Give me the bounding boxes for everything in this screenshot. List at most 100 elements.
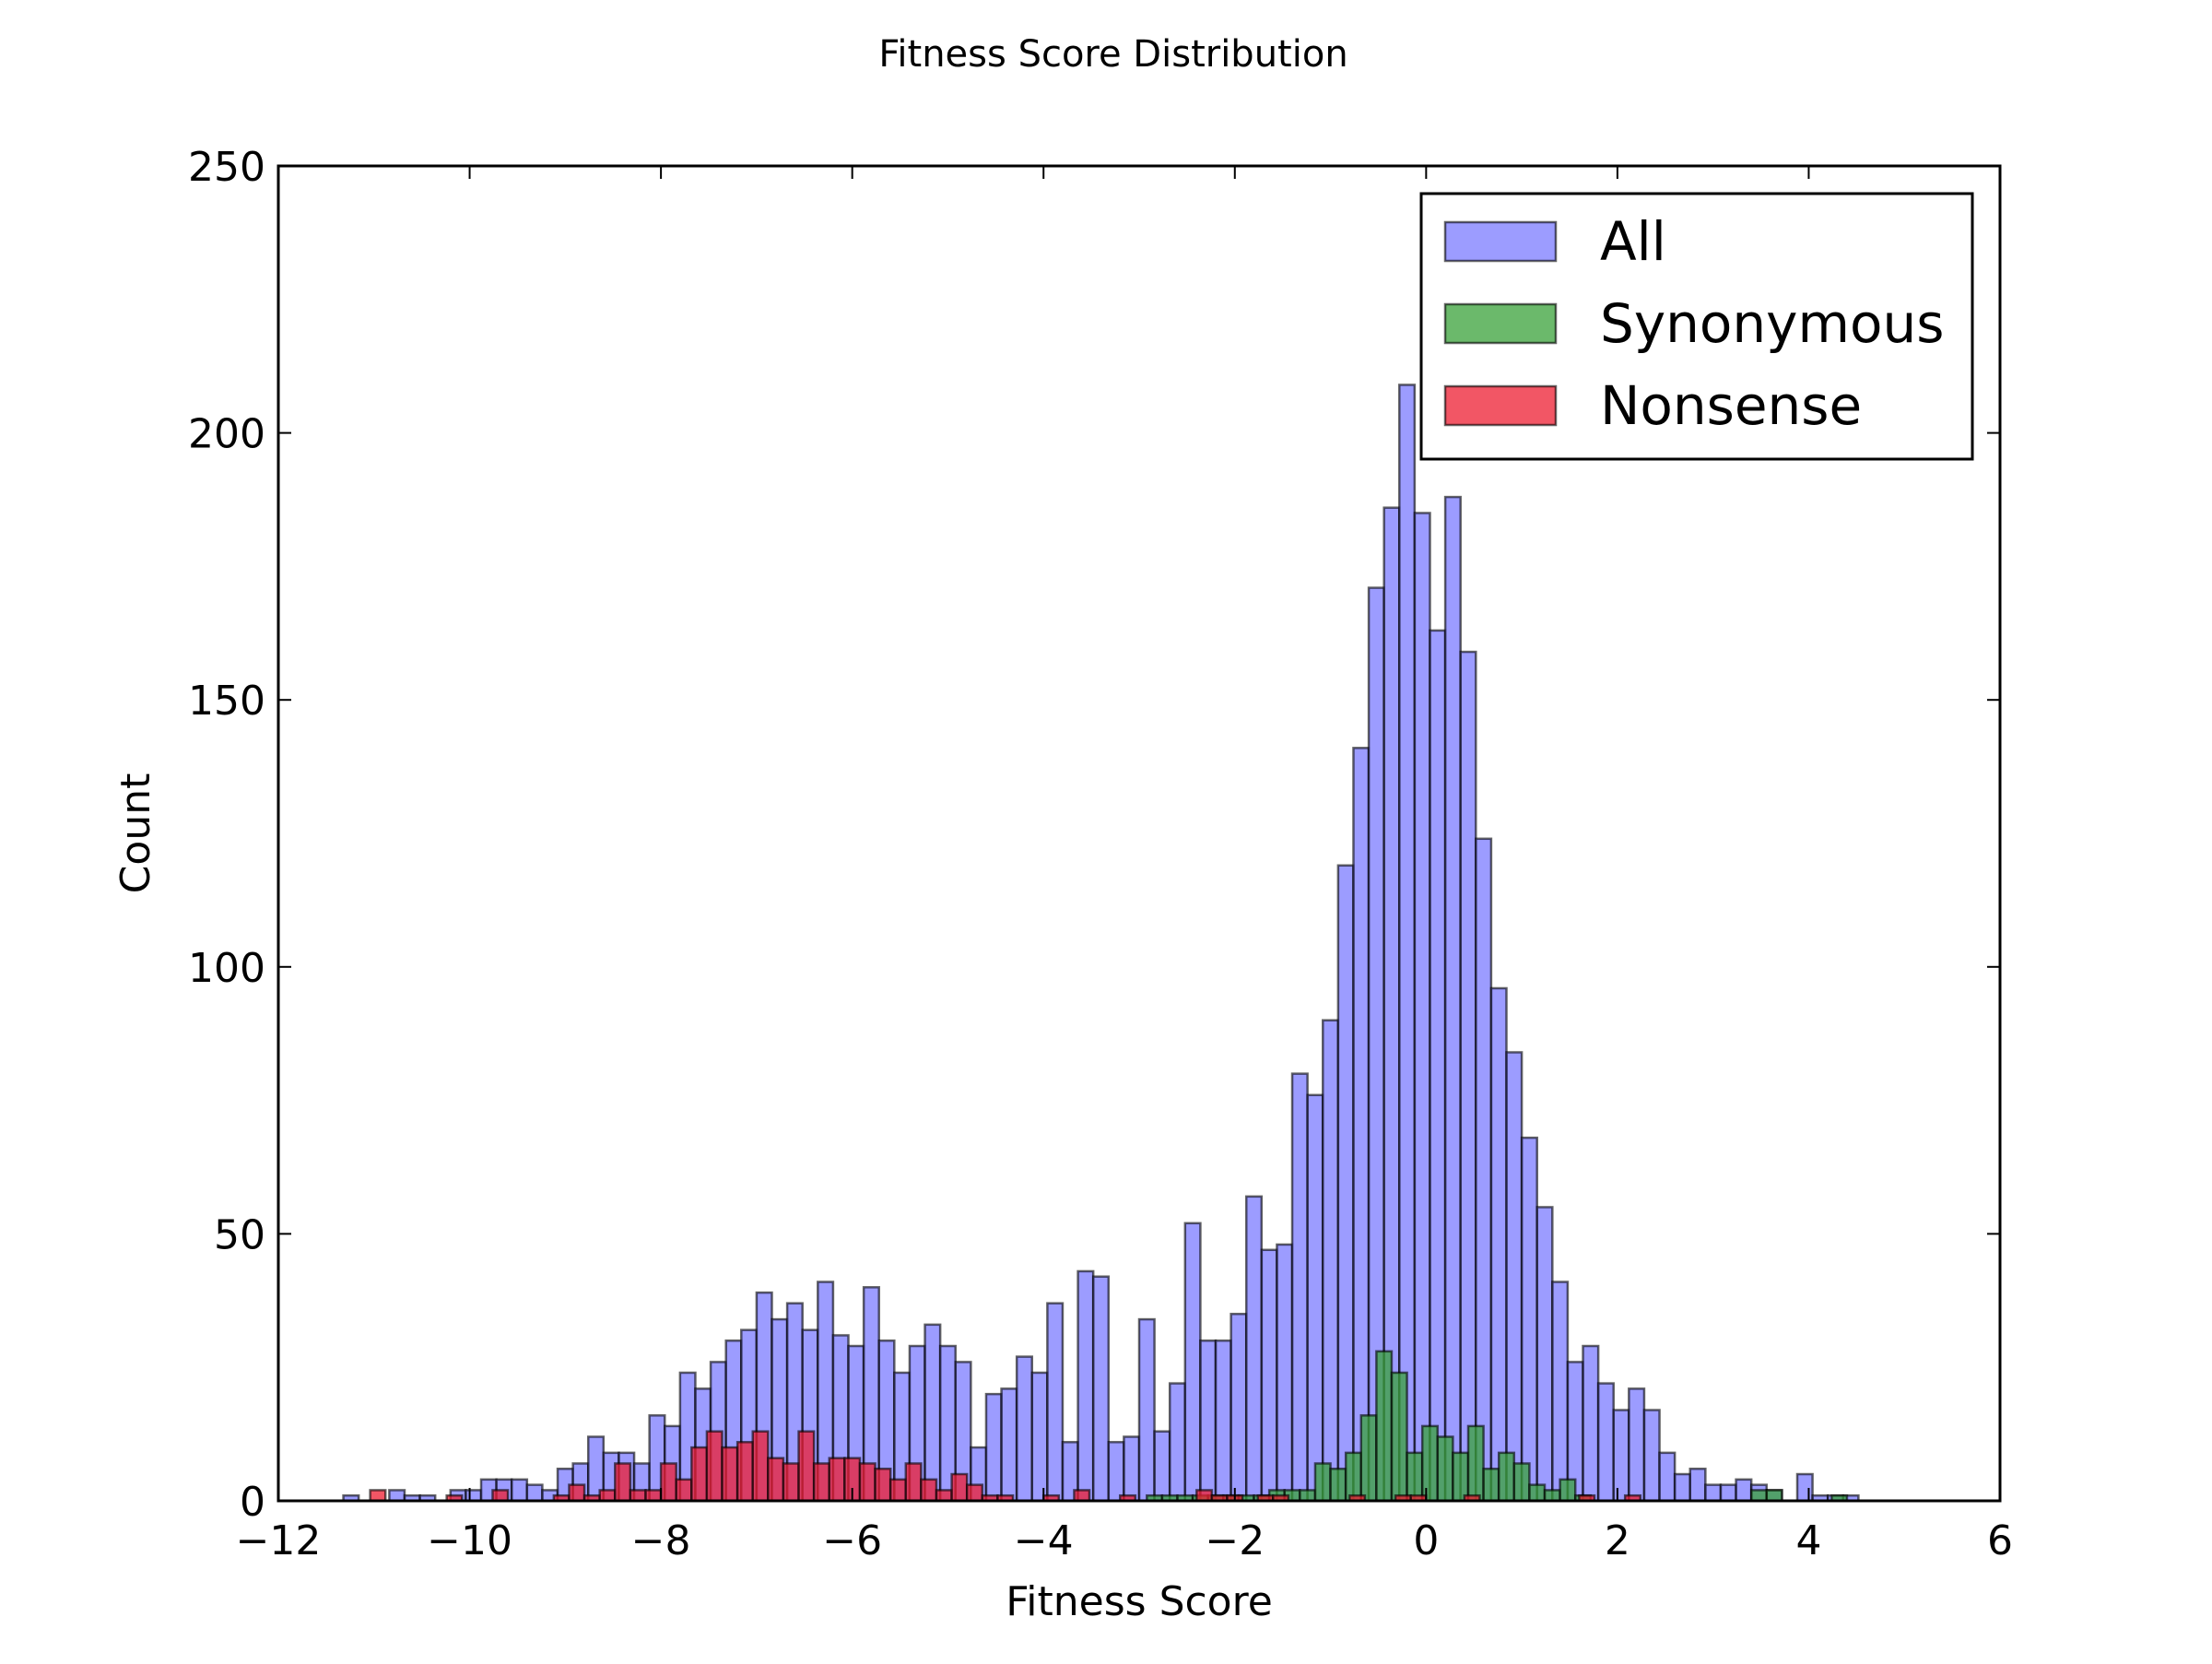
bar-all-84	[1673, 1472, 1692, 1503]
bar-nonsense-8	[629, 1489, 647, 1503]
legend-swatch-all	[1443, 220, 1558, 263]
x-tick-label-4: −4	[1014, 1517, 1074, 1564]
bar-all-61	[1322, 1019, 1340, 1503]
bar-nonsense-9	[644, 1489, 663, 1503]
bar-all-55	[1230, 1313, 1248, 1503]
bar-all-63	[1352, 747, 1371, 1503]
y-tick-label-2: 100	[188, 945, 265, 992]
bar-all-51	[1168, 1382, 1187, 1503]
bar-all-54	[1214, 1339, 1232, 1503]
bar-synonymous-17	[1406, 1451, 1424, 1503]
bar-all-1	[388, 1489, 406, 1503]
bar-all-40	[1000, 1387, 1018, 1503]
x-axis-label: Fitness Score	[1006, 1578, 1273, 1625]
bar-nonsense-16	[751, 1430, 770, 1503]
y-tick-label-1: 50	[214, 1211, 265, 1258]
bar-all-35	[924, 1323, 942, 1503]
x-tick-label-6: 0	[1413, 1517, 1439, 1564]
bar-all-39	[984, 1392, 1003, 1503]
bar-all-8	[510, 1478, 529, 1503]
bar-nonsense-20	[812, 1462, 831, 1503]
bar-all-85	[1688, 1468, 1707, 1503]
bar-all-69	[1443, 495, 1462, 1503]
bar-synonymous-14	[1359, 1414, 1378, 1503]
bar-nonsense-36	[1195, 1489, 1214, 1503]
bar-nonsense-29	[950, 1472, 969, 1503]
bar-all-58	[1276, 1243, 1294, 1503]
bar-all-81	[1628, 1387, 1646, 1503]
bar-all-74	[1520, 1136, 1538, 1503]
legend-label-nonsense: Nonsense	[1600, 374, 1862, 437]
bar-nonsense-30	[965, 1483, 984, 1503]
bar-nonsense-7	[614, 1462, 632, 1503]
bar-synonymous-19	[1436, 1435, 1454, 1503]
bar-all-5	[465, 1489, 483, 1503]
bar-all-80	[1612, 1409, 1630, 1503]
bar-nonsense-12	[690, 1446, 709, 1503]
bar-nonsense-24	[874, 1468, 892, 1503]
bar-synonymous-29	[1749, 1489, 1769, 1503]
bar-nonsense-2	[491, 1489, 510, 1503]
bar-nonsense-10	[659, 1462, 677, 1503]
bar-all-53	[1199, 1339, 1218, 1503]
x-tick-label-8: 4	[1795, 1517, 1821, 1564]
bar-nonsense-26	[904, 1462, 923, 1503]
bar-all-70	[1459, 650, 1477, 1503]
plot-frame	[276, 164, 2002, 1503]
bar-all-83	[1658, 1451, 1677, 1503]
x-tick-label-5: −2	[1205, 1517, 1265, 1564]
bar-all-47	[1107, 1441, 1125, 1503]
bar-all-48	[1123, 1435, 1141, 1503]
bar-nonsense-11	[675, 1478, 693, 1503]
legend-swatch-nonsense	[1443, 384, 1558, 427]
bar-nonsense-18	[782, 1462, 800, 1503]
bar-all-87	[1719, 1483, 1737, 1503]
bar-nonsense-28	[935, 1489, 953, 1503]
bar-all-75	[1535, 1206, 1554, 1503]
bar-all-79	[1596, 1382, 1615, 1503]
bar-nonsense-0	[369, 1489, 387, 1503]
bar-nonsense-19	[797, 1430, 816, 1503]
bar-nonsense-13	[705, 1430, 724, 1503]
bar-all-56	[1244, 1195, 1264, 1503]
bar-nonsense-25	[888, 1478, 908, 1503]
y-tick-label-4: 200	[188, 411, 265, 458]
legend: All Synonymous Nonsense	[1419, 192, 1974, 461]
bar-all-43	[1046, 1302, 1065, 1503]
bar-synonymous-15	[1375, 1350, 1394, 1503]
bar-all-59	[1290, 1072, 1309, 1503]
bar-all-66	[1398, 384, 1417, 1503]
y-axis-label: Count	[112, 773, 159, 894]
y-tick-label-3: 150	[188, 678, 265, 725]
bar-synonymous-26	[1543, 1489, 1561, 1503]
legend-label-synonymous: Synonymous	[1600, 292, 1944, 355]
bar-synonymous-30	[1765, 1489, 1783, 1503]
bar-synonymous-25	[1528, 1483, 1547, 1503]
bar-synonymous-10	[1299, 1489, 1317, 1503]
bar-synonymous-12	[1329, 1468, 1347, 1503]
bar-all-9	[525, 1483, 544, 1503]
bar-all-86	[1704, 1483, 1723, 1503]
bar-all-76	[1551, 1280, 1570, 1503]
bar-nonsense-34	[1073, 1489, 1091, 1503]
x-tick-label-3: −6	[822, 1517, 882, 1564]
tick-labels-layer: −12 −10 −8 −6 −4 −2 0 2 4 6 0 50 100 150 200 250	[188, 144, 2013, 1564]
bar-nonsense-15	[735, 1441, 754, 1503]
bar-synonymous-13	[1344, 1451, 1363, 1503]
bar-all-52	[1183, 1221, 1202, 1503]
x-tick-label-7: 2	[1605, 1517, 1630, 1564]
x-tick-label-0: −12	[236, 1517, 322, 1564]
bar-all-82	[1642, 1409, 1661, 1503]
bar-synonymous-21	[1466, 1424, 1485, 1503]
y-tick-label-5: 250	[188, 144, 265, 191]
bar-synonymous-22	[1482, 1468, 1500, 1503]
bar-all-57	[1260, 1248, 1278, 1503]
bar-synonymous-24	[1512, 1462, 1531, 1503]
legend-swatch-synonymous	[1443, 302, 1558, 345]
bar-all-67	[1413, 512, 1431, 1503]
bar-all-73	[1505, 1051, 1524, 1503]
bar-all-46	[1091, 1275, 1111, 1503]
bar-nonsense-27	[920, 1478, 938, 1503]
